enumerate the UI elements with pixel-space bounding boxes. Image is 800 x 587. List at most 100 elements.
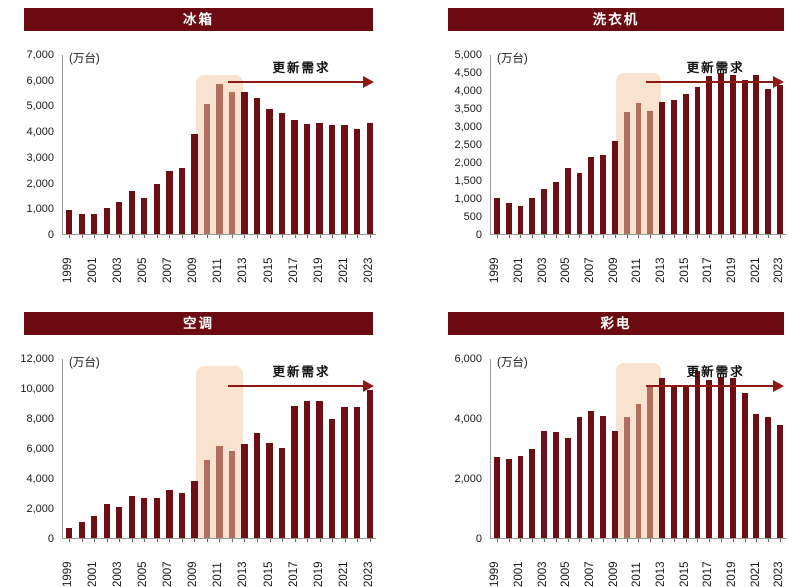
x-label-slot [75,545,88,587]
bar-slot [692,359,704,542]
bar-slot [213,55,226,238]
x-label-slot: 2019 [313,545,326,587]
plot-area: (万台) 更新需求 [62,53,376,238]
x-tick-label: 2015 [262,257,275,283]
bars [491,359,786,542]
bar [253,432,261,538]
x-tick-label: 2017 [702,257,715,283]
bar-slot [515,359,527,542]
right-arrow-icon [227,380,375,392]
x-label-slot [125,545,138,587]
y-axis: 7,000 6,000 5,000 4,000 3,000 2,000 1,000 0 [8,49,62,241]
bar-slot [680,359,692,542]
bar-slot [326,359,339,542]
bar-slot [668,55,680,238]
bar [66,209,73,234]
bar-slot [351,359,364,542]
y-tick-label: 4,500 [454,67,482,79]
bar [529,448,536,538]
x-tick-label: 2009 [607,257,620,283]
x-tick-label: 1999 [489,561,502,587]
bar [266,443,273,538]
y-tick-label: 2,500 [454,139,482,151]
x-label-slot [597,545,609,587]
bar-slot [668,359,680,542]
bar-slot [338,359,351,542]
bar [623,112,630,234]
x-label-slot: 2005 [137,241,150,283]
bar [141,198,148,234]
chart-title: 空调 [24,312,373,335]
x-label-slot: 2003 [112,545,125,587]
x-label-slot [502,241,514,283]
bar-slot [562,55,574,238]
bar-slot [263,359,276,542]
x-label-slot: 2003 [537,241,549,283]
x-label-slot: 2001 [87,545,100,587]
x-label-slot [276,545,289,587]
x-tick-label: 2013 [237,561,250,587]
chart-air-conditioner: 空调 12,000 10,000 8,000 6,000 4,000 2,000 0 (万台… [0,294,400,587]
x-tick-label: 2019 [726,561,739,587]
y-tick-label: 3,000 [454,121,482,133]
y-tick-label: 2,000 [454,157,482,169]
bar-slot [226,55,239,238]
chart-body: 7,000 6,000 5,000 4,000 3,000 2,000 1,000 0 (万台… [8,49,400,241]
bar-slot [338,55,351,238]
y-tick-label: 4,000 [26,473,54,485]
x-label-slot: 2003 [537,545,549,587]
x-tick-label: 2003 [111,561,124,587]
bar [303,124,311,234]
x-label-slot [326,545,339,587]
bar-slot [562,359,574,542]
y-tick-label: 4,000 [26,126,54,139]
bar [116,506,123,538]
bar [741,393,748,538]
x-tick-label: 2011 [212,258,225,283]
bar [505,202,512,234]
x-axis-labels: 1999 2001 2003 2005 2007 2009 2011 2013 2015 2017… [489,235,786,283]
bar [635,403,642,538]
annotation-label: 更新需求 [272,61,331,75]
bar-slot [751,359,763,542]
annotation: 更新需求 [646,57,785,88]
bar-slot [656,55,668,238]
bar-slot [88,359,101,542]
bar [141,498,148,538]
y-axis-unit-label: (万台) [69,357,100,369]
bar [552,432,559,538]
bar [341,125,348,234]
x-tick-label: 2013 [654,257,667,283]
bar-slot [226,359,239,542]
y-tick-label: 4,000 [454,413,482,425]
x-label-slot: 2009 [187,545,201,587]
x-tick-label: 2019 [726,257,739,283]
bar [316,400,323,538]
x-label-slot: 2007 [162,545,176,587]
bar [103,208,110,234]
y-tick-label: 5,000 [26,100,54,113]
x-label-slot [276,241,289,283]
annotation: 更新需求 [227,361,375,392]
y-axis-unit-label: (万台) [497,357,528,369]
x-tick-label: 2021 [337,561,350,587]
bar [191,134,198,234]
bar [353,129,361,234]
x-label-slot: 2009 [608,545,620,587]
x-label-slot [502,545,514,587]
x-label-slot [351,241,364,283]
chart-washing-machine: 洗衣机 5,000 4,500 4,000 3,500 3,000 2,500 2,000 1… [400,0,800,294]
y-tick-label: 0 [475,533,482,545]
bar-slot [101,359,114,542]
x-label-slot: 2021 [338,241,351,283]
bar-slot [550,55,562,238]
chart-refrigerator: 冰箱 7,000 6,000 5,000 4,000 3,000 2,000 1,000 0 … [0,0,400,294]
bars [63,359,376,542]
bar-slot [703,359,715,542]
bar-slot [288,55,301,238]
bar-slot [351,55,364,238]
y-tick-label: 10,000 [20,383,54,395]
bar-slot [526,55,538,238]
x-tick-label: 2015 [678,257,691,283]
